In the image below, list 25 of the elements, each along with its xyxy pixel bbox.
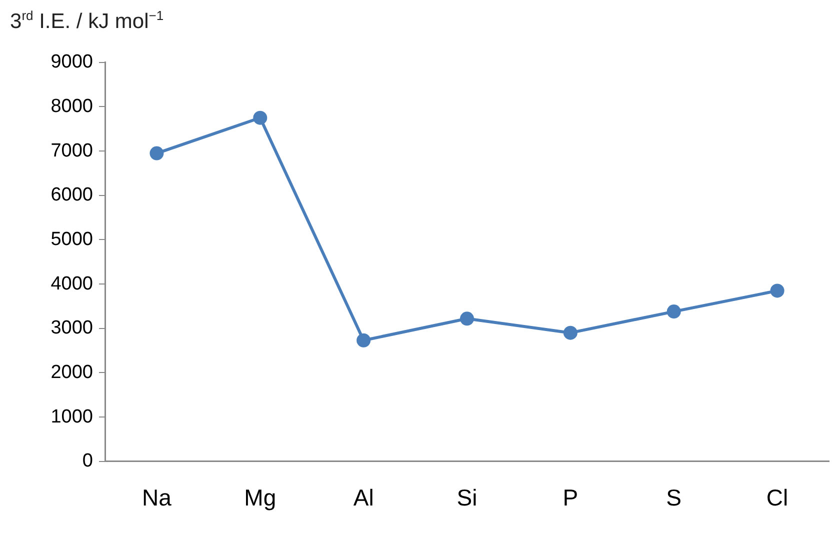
y-tick-label: 8000	[50, 96, 93, 117]
y-tick-label: 2000	[50, 362, 93, 383]
x-tick-label: Al	[353, 484, 374, 511]
x-tick-label: S	[666, 484, 682, 511]
x-tick-label: Si	[456, 484, 478, 511]
x-tick-label: Cl	[766, 484, 788, 511]
y-tick-label: 7000	[50, 140, 93, 162]
x-tick-label: Na	[142, 484, 172, 511]
point	[253, 110, 268, 125]
y-tick-label: 0	[82, 450, 93, 472]
x-tick-label: P	[562, 484, 578, 511]
y-tick-label: 6000	[50, 184, 93, 206]
point	[666, 304, 681, 319]
y-tick-label: 3000	[50, 318, 93, 339]
x-tick-label: Mg	[244, 484, 276, 511]
y-tick-label: 1000	[50, 406, 93, 428]
point	[150, 146, 164, 160]
point	[770, 284, 784, 298]
point	[563, 326, 578, 340]
y-tick-label: 4000	[50, 273, 93, 294]
y-tick-label: 9000	[50, 52, 93, 73]
y-axis-title: 3$^{rd}$ I.E. / kJ mol$^{−1}$	[10, 8, 164, 34]
point	[460, 312, 474, 326]
y-tick-label: 5000	[50, 228, 93, 250]
point	[356, 333, 371, 348]
